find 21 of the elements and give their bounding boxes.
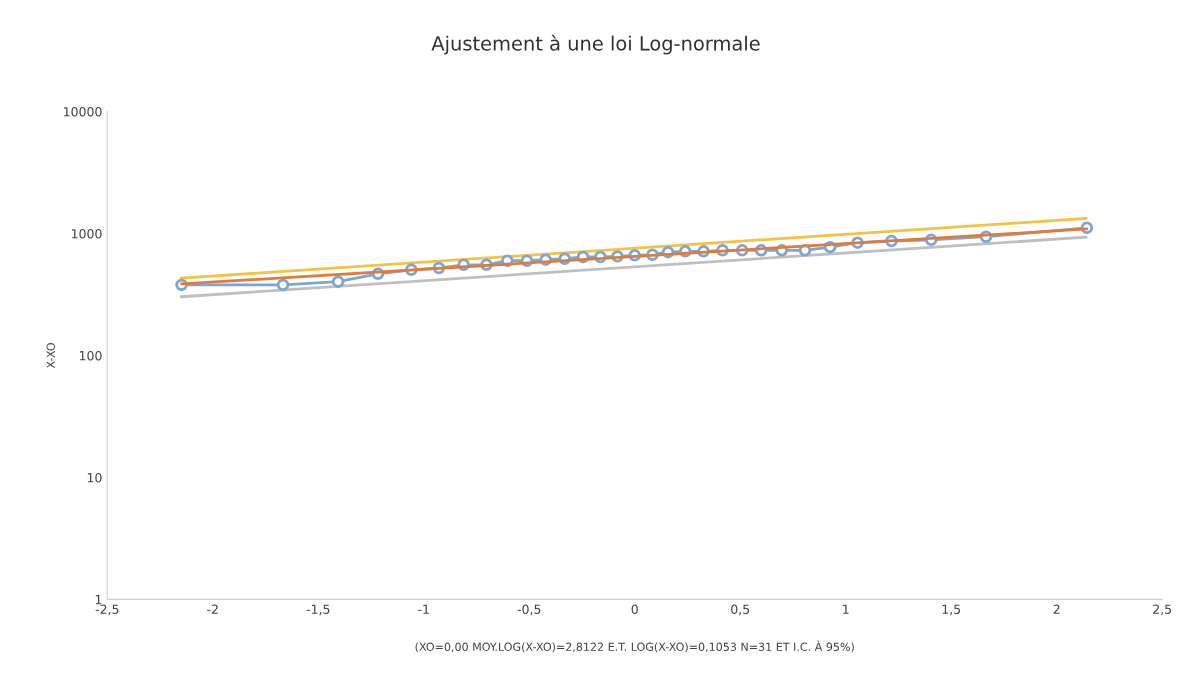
point (276, 278, 290, 292)
x-tick-label: 1,5 (942, 604, 961, 616)
y-tick-label: 10 (87, 472, 102, 483)
x-tick-label: -2,5 (95, 604, 119, 616)
x-tick-label: 2 (1053, 604, 1060, 614)
y-tick-label: 1 (95, 595, 102, 605)
point (331, 275, 345, 288)
y-axis-title: X-XO (46, 343, 55, 369)
x-tick-label: 0 (631, 604, 638, 614)
y-tick-label: 100 (79, 350, 102, 361)
x-tick-label: 1 (843, 604, 849, 614)
y-tick-label: 10000 (64, 106, 102, 117)
x-tick-label: -2 (207, 604, 218, 614)
x-tick-label: -1 (418, 604, 429, 614)
x-tick-label: 2,5 (1153, 604, 1172, 616)
x-tick-label: -1,5 (306, 604, 330, 616)
chart-title: Ajustement à une loi Log-normale (431, 34, 760, 55)
x-tick-label: 0,5 (731, 604, 750, 616)
x-axis-title: (XO=0,00 MOY.LOG(X-XO)=2,8122 E.T. LOG(X-XO)=0,1053 N=31 ET I.C. À 95%) (415, 640, 854, 653)
y-tick-label: 1000 (71, 228, 102, 239)
x-tick-label: -0,5 (517, 604, 541, 616)
